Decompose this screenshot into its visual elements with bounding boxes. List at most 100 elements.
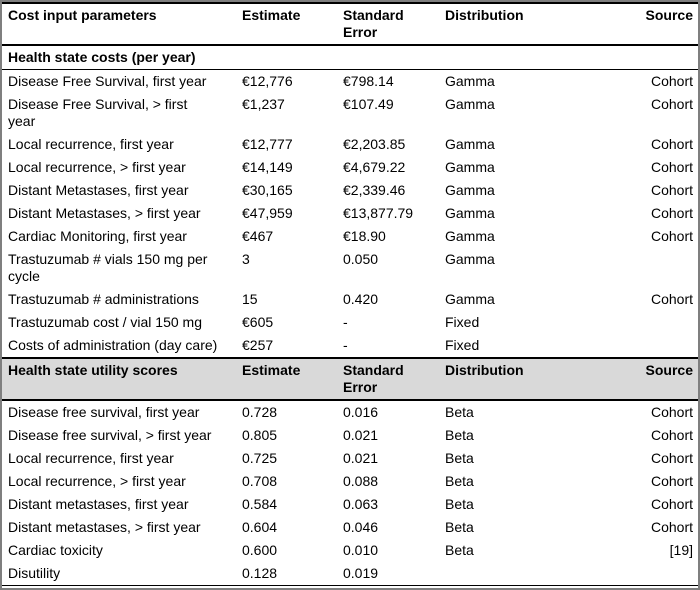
table-row: Trastuzumab cost / vial 150 mg €605 - Fixed <box>2 311 698 334</box>
estimate-cell: 3 <box>242 251 250 267</box>
stderr-cell: €2,203.85 <box>343 136 406 152</box>
stderr-cell: 0.063 <box>343 496 379 512</box>
stderr-cell: €798.14 <box>343 73 394 89</box>
stderr-cell: 0.019 <box>343 565 379 581</box>
stderr-cell: 0.010 <box>343 542 379 558</box>
param-cell: Distant metastases, > first year <box>8 519 201 535</box>
estimate-cell: €30,165 <box>242 182 293 198</box>
param-cell: Distant metastases, first year <box>8 496 189 512</box>
param-cell: Disutility <box>8 565 61 581</box>
table-row: Disease free survival, > first year 0.805… <box>2 424 698 447</box>
source-cell: Cohort <box>650 519 693 535</box>
table-row: Distant Metastases, > first year €47,959 €… <box>2 202 698 225</box>
table-row: Disease Free Survival, > first year €1,23… <box>2 93 698 133</box>
stderr-cell: - <box>343 314 348 330</box>
param-cell: Local recurrence, > first year <box>8 473 186 489</box>
source-cell: Cohort <box>650 473 693 489</box>
distribution-cell: Beta <box>445 496 474 512</box>
table-row: Local recurrence, first year 0.725 0.021 Be… <box>2 447 698 470</box>
param-cell: Disease Free Survival, > first year <box>8 96 188 129</box>
stderr-cell: 0.088 <box>343 473 379 489</box>
param-cell: Cardiac Monitoring, first year <box>8 228 187 244</box>
source-cell: Cohort <box>650 496 693 512</box>
estimate-cell: 0.728 <box>242 404 278 420</box>
source-cell: Cohort <box>650 205 693 221</box>
table-header-row: Cost input parameters Estimate Standard Er… <box>2 2 698 46</box>
distribution-cell: Gamma <box>445 159 495 175</box>
estimate-cell: 0.725 <box>242 450 278 466</box>
stderr-cell: 0.021 <box>343 450 379 466</box>
source-cell: Cohort <box>650 450 693 466</box>
table-row: Cardiac toxicity 0.600 0.010 Beta [19] <box>2 539 698 562</box>
param-cell: Cardiac toxicity <box>8 542 103 558</box>
source-cell: Cohort <box>650 427 693 443</box>
section-title-cell: Health state costs (per year) <box>2 45 698 70</box>
table-row: Disease free survival, first year 0.728 0.… <box>2 400 698 424</box>
distribution-cell: Gamma <box>445 96 495 112</box>
stderr-cell: €2,339.46 <box>343 182 406 198</box>
stderr-cell: 0.420 <box>343 291 379 307</box>
param-cell: Distant Metastases, > first year <box>8 205 201 221</box>
stderr-cell: 0.016 <box>343 404 379 420</box>
header-cell: Health state utility scores <box>2 357 242 401</box>
param-cell: Trastuzumab # administrations <box>8 291 199 307</box>
source-cell: Cohort <box>650 159 693 175</box>
header-cell: Estimate <box>242 357 343 401</box>
table-row: Distant metastases, > first year 0.604 0.0… <box>2 516 698 539</box>
distribution-cell: Gamma <box>445 182 495 198</box>
distribution-cell: Gamma <box>445 136 495 152</box>
distribution-cell: Beta <box>445 519 474 535</box>
estimate-cell: €14,149 <box>242 159 293 175</box>
estimate-cell: 0.805 <box>242 427 278 443</box>
table-row: Local recurrence, > first year €14,149 €4,… <box>2 156 698 179</box>
stderr-cell: - <box>343 337 348 353</box>
header-cell: Standard Error <box>343 357 445 401</box>
header-cell: Distribution <box>445 357 560 401</box>
estimate-cell: 15 <box>242 291 258 307</box>
distribution-cell: Gamma <box>445 291 495 307</box>
param-cell: Local recurrence, first year <box>8 136 174 152</box>
estimate-cell: 0.584 <box>242 496 278 512</box>
distribution-cell: Gamma <box>445 251 495 267</box>
header-cell: Source <box>560 357 698 401</box>
distribution-cell: Beta <box>445 404 474 420</box>
estimate-cell: €257 <box>242 337 274 353</box>
param-cell: Trastuzumab # vials 150 mg per cycle <box>8 251 208 284</box>
param-cell: Local recurrence, first year <box>8 450 174 466</box>
source-cell: Cohort <box>650 96 693 112</box>
estimate-cell: 0.128 <box>242 565 278 581</box>
header-cell: Standard Error <box>343 2 445 46</box>
param-cell: Disease free survival, > first year <box>8 427 212 443</box>
source-cell: Cohort <box>650 228 693 244</box>
table-row: Disutility 0.128 0.019 <box>2 562 698 586</box>
estimate-cell: 0.604 <box>242 519 278 535</box>
distribution-cell: Beta <box>445 450 474 466</box>
stderr-cell: 0.046 <box>343 519 379 535</box>
estimate-cell: 0.600 <box>242 542 278 558</box>
source-cell: Cohort <box>650 291 693 307</box>
stderr-cell: 0.021 <box>343 427 379 443</box>
distribution-cell <box>445 562 560 586</box>
table-header-row: Health state utility scores Estimate Stand… <box>2 357 698 401</box>
source-cell: Cohort <box>650 404 693 420</box>
estimate-cell: €12,776 <box>242 73 293 89</box>
table-row: Cardiac Monitoring, first year €467 €18.90… <box>2 225 698 248</box>
source-cell <box>560 248 698 288</box>
header-cell: Distribution <box>445 2 560 46</box>
param-cell: Distant Metastases, first year <box>8 182 189 198</box>
param-cell: Disease Free Survival, first year <box>8 73 207 89</box>
estimate-cell: €47,959 <box>242 205 293 221</box>
table-row: Trastuzumab # vials 150 mg per cycle 3 0.0… <box>2 248 698 288</box>
distribution-cell: Fixed <box>445 337 480 353</box>
distribution-cell: Gamma <box>445 228 495 244</box>
stderr-cell: €4,679.22 <box>343 159 406 175</box>
distribution-cell: Gamma <box>445 73 495 89</box>
stderr-cell: €13,877.79 <box>343 205 414 221</box>
source-cell: [19] <box>669 542 693 558</box>
source-cell: Cohort <box>650 73 693 89</box>
estimate-cell: €467 <box>242 228 274 244</box>
distribution-cell: Beta <box>445 473 474 489</box>
table-row: Disease Free Survival, first year €12,776… <box>2 70 698 94</box>
